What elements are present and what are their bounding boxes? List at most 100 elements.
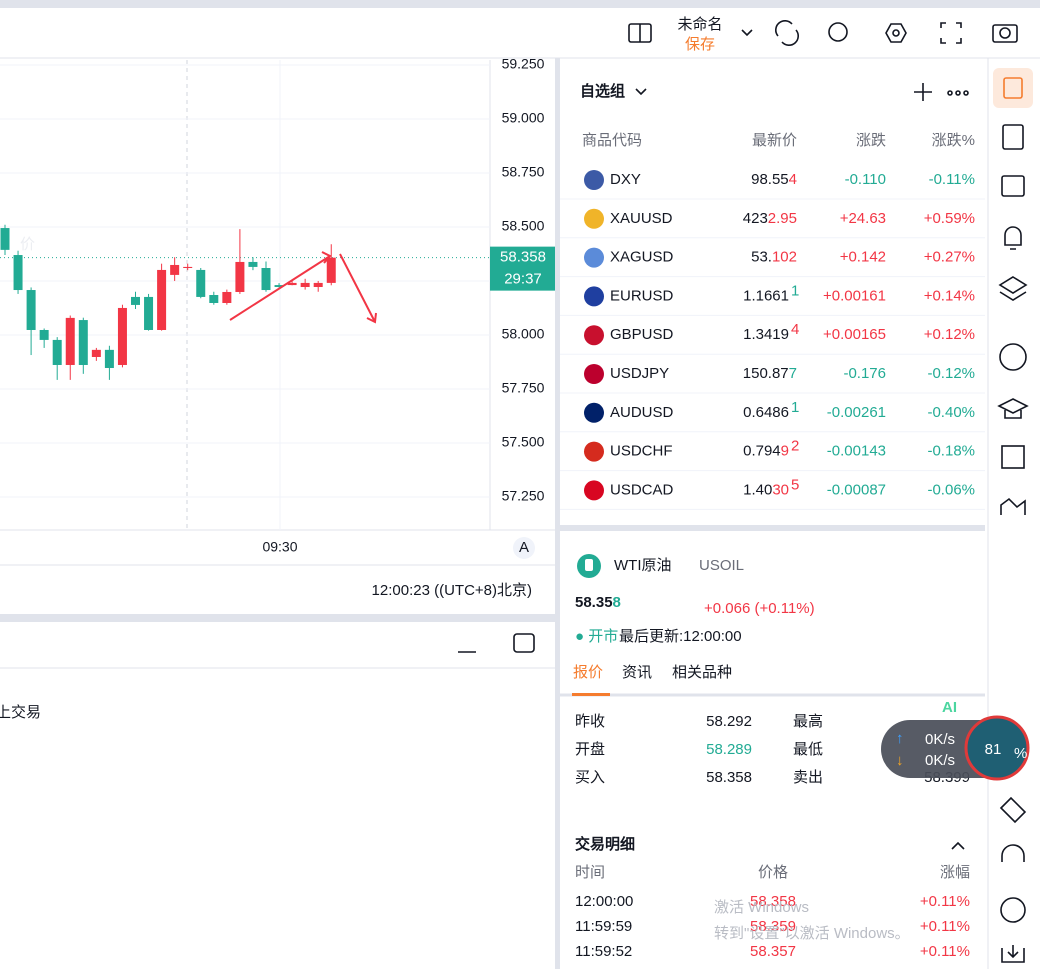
candle-body bbox=[287, 282, 297, 286]
candle-body bbox=[78, 320, 88, 365]
fullscreen-icon[interactable] bbox=[940, 22, 962, 44]
calendar-icon[interactable] bbox=[1001, 175, 1025, 197]
y-tick-label: 57.500 bbox=[502, 434, 545, 450]
maximize-icon[interactable] bbox=[513, 633, 535, 653]
ai-badge[interactable]: AI bbox=[942, 699, 957, 716]
price-superscript: 2 bbox=[791, 438, 799, 455]
news-icon[interactable] bbox=[1002, 124, 1024, 150]
last-price-label: 58.358 bbox=[500, 249, 546, 266]
candle-body bbox=[183, 266, 193, 269]
change: -0.110 bbox=[845, 171, 886, 188]
change: -0.00261 bbox=[827, 404, 886, 421]
candle-body bbox=[326, 257, 336, 283]
candle-body bbox=[222, 291, 232, 303]
field-value: 58.358 bbox=[706, 769, 752, 786]
panel-gap bbox=[555, 58, 560, 969]
last-price: 4232.95 bbox=[743, 210, 797, 227]
symbol-flag bbox=[584, 325, 604, 346]
alert-icon[interactable] bbox=[828, 22, 848, 42]
network-overlay: AI ↑ ↓ 0K/s 0K/s 81 % bbox=[881, 699, 1030, 781]
price-superscript: 1 bbox=[791, 399, 799, 416]
tab[interactable]: 报价 bbox=[573, 664, 603, 681]
candle-body bbox=[274, 285, 284, 288]
candle-body bbox=[261, 268, 271, 291]
price-part: 30 bbox=[772, 481, 789, 498]
layers-icon[interactable] bbox=[998, 276, 1028, 301]
price-part: 9 bbox=[781, 443, 789, 460]
save-button[interactable]: 保存 bbox=[685, 36, 715, 53]
quote-name: WTI原油 bbox=[614, 557, 672, 574]
download-speed: 0K/s bbox=[925, 752, 955, 769]
watchlist-title[interactable]: 自选组 bbox=[580, 82, 625, 100]
settings-icon[interactable] bbox=[885, 23, 907, 43]
tab[interactable]: 相关品种 bbox=[672, 664, 732, 681]
auto-scale-label[interactable]: A bbox=[519, 539, 529, 556]
watchlist-icon[interactable] bbox=[1003, 77, 1023, 99]
change: -0.00143 bbox=[827, 443, 886, 460]
symbol: XAUUSD bbox=[610, 210, 673, 227]
table-icon[interactable] bbox=[1001, 445, 1025, 469]
top-strip bbox=[0, 0, 1040, 8]
help-icon[interactable] bbox=[1000, 897, 1026, 923]
y-tick-label: 57.750 bbox=[502, 380, 545, 396]
trades: 时间 价格 涨幅 12:00:00 58.358 +0.11% 11:59:59 58.359… bbox=[575, 864, 970, 960]
price-part: 102 bbox=[772, 249, 797, 266]
usage-gauge[interactable] bbox=[964, 715, 1030, 781]
last-price: 150.877 bbox=[743, 365, 797, 382]
tab[interactable]: 资讯 bbox=[622, 664, 652, 681]
y-tick-label: 59.000 bbox=[502, 110, 545, 126]
support-icon[interactable] bbox=[1001, 844, 1025, 862]
change: -0.00087 bbox=[827, 481, 886, 498]
network-icon[interactable] bbox=[1000, 497, 1026, 515]
clock: 12:00:23 ((UTC+8)北京) bbox=[372, 582, 532, 599]
education-icon[interactable] bbox=[997, 398, 1029, 419]
symbol-flag bbox=[584, 364, 604, 384]
change-percent: +0.59% bbox=[924, 210, 975, 227]
y-tick-label: 57.250 bbox=[502, 488, 545, 504]
symbol-flag bbox=[584, 170, 604, 190]
icon-part bbox=[999, 27, 1011, 39]
collapse-icon[interactable] bbox=[951, 841, 965, 850]
trade-cell: +0.11% bbox=[920, 918, 970, 935]
candle-body bbox=[13, 255, 23, 291]
price-part: 1.1661 bbox=[743, 287, 789, 304]
trades-title: 交易明细 bbox=[575, 835, 635, 853]
field-value: 58.292 bbox=[706, 713, 752, 730]
dropdown-icon[interactable] bbox=[635, 88, 647, 96]
price-part: 0.6486 bbox=[743, 404, 789, 421]
screenshot-icon[interactable] bbox=[992, 24, 1018, 43]
price-superscript: 5 bbox=[791, 476, 799, 493]
watchlist: 商品代码 最新价 涨跌 涨跌%DXY 98.554 -0.110 -0.11%XAUUSD 4… bbox=[560, 132, 985, 510]
y-tick-label: 58.500 bbox=[502, 218, 545, 234]
symbol: EURUSD bbox=[610, 287, 674, 304]
last-price: 98.554 bbox=[751, 171, 797, 188]
more-icon[interactable] bbox=[947, 90, 969, 96]
last-update: 最后更新:12:00:00 bbox=[619, 628, 742, 645]
column-header: 价格 bbox=[758, 864, 788, 881]
column-header: 最新价 bbox=[752, 132, 797, 149]
add-icon[interactable] bbox=[914, 83, 932, 101]
candle-body bbox=[26, 290, 36, 330]
price-part: 8 bbox=[613, 594, 621, 611]
download-icon[interactable] bbox=[1001, 945, 1025, 963]
quote-price: 58.358 bbox=[575, 594, 621, 611]
layout-name[interactable]: 未命名 bbox=[677, 15, 722, 33]
target-icon[interactable] bbox=[999, 343, 1027, 371]
alert-icon[interactable] bbox=[1004, 226, 1022, 250]
candle-body bbox=[39, 329, 49, 340]
candle-body bbox=[170, 264, 180, 275]
candle-body bbox=[117, 307, 127, 365]
sync-icon[interactable] bbox=[775, 20, 799, 46]
dropdown-icon[interactable] bbox=[741, 29, 753, 37]
y-tick-label: 58.000 bbox=[502, 326, 545, 342]
price-part: 58.35 bbox=[575, 594, 613, 611]
countdown: 29:37 bbox=[504, 271, 542, 288]
symbol-flag bbox=[584, 208, 604, 229]
change-percent: +0.27% bbox=[924, 249, 975, 266]
auto-scale-button[interactable] bbox=[513, 537, 535, 559]
handshake-icon[interactable] bbox=[999, 796, 1027, 824]
y-tick-label: 59.250 bbox=[502, 56, 545, 72]
